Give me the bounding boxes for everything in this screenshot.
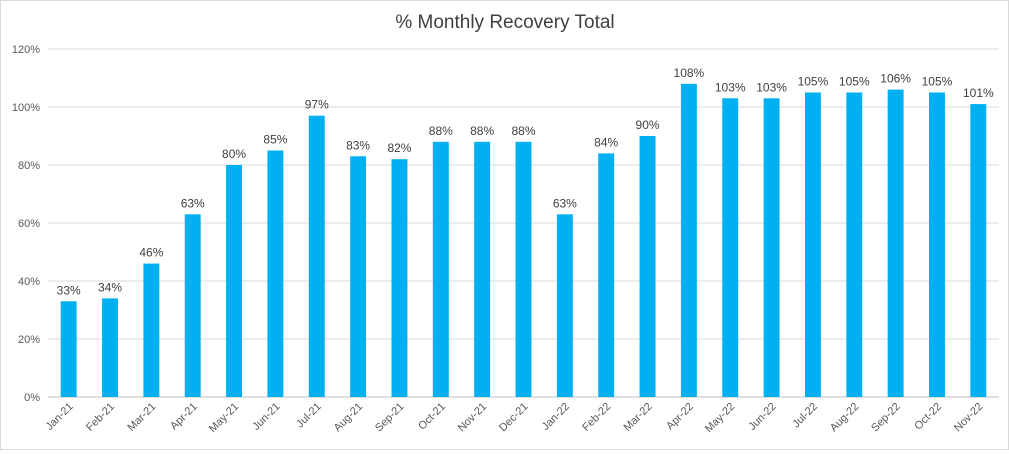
bar — [846, 92, 863, 397]
y-tick-label: 100% — [12, 102, 40, 114]
y-tick-label: 120% — [12, 44, 40, 56]
x-tick-label: Mar-21 — [125, 401, 158, 434]
x-tick-label: Mar-22 — [622, 401, 655, 434]
x-tick-label: Jul-21 — [294, 401, 324, 431]
x-tick-label: Jul-22 — [790, 401, 820, 431]
data-label: 106% — [880, 72, 911, 86]
bar — [556, 214, 573, 397]
data-label: 103% — [756, 80, 787, 94]
data-label: 33% — [57, 283, 81, 297]
bar — [60, 301, 77, 397]
x-tick-label: Jun-22 — [746, 401, 778, 433]
data-label: 88% — [470, 124, 494, 138]
bar — [598, 153, 615, 397]
data-label: 63% — [181, 196, 205, 210]
y-tick-label: 60% — [18, 218, 40, 230]
bar — [722, 98, 739, 398]
data-label: 88% — [429, 124, 453, 138]
x-tick-label: Jun-21 — [250, 401, 282, 433]
bar — [391, 159, 408, 397]
y-tick-label: 40% — [18, 276, 40, 288]
data-label: 105% — [839, 75, 870, 89]
bar — [515, 141, 532, 397]
data-label: 80% — [222, 147, 246, 161]
data-label: 88% — [511, 124, 535, 138]
y-tick-label: 80% — [18, 160, 40, 172]
bar — [350, 156, 367, 397]
x-tick-label: Aug-21 — [332, 401, 366, 435]
x-tick-label: May-21 — [207, 401, 241, 435]
y-tick-label: 0% — [24, 392, 40, 404]
bar — [474, 141, 491, 397]
x-tick-label: Nov-22 — [952, 401, 986, 435]
x-tick-label: Jan-21 — [44, 401, 76, 433]
bar — [680, 83, 697, 398]
data-label: 34% — [98, 280, 122, 294]
x-tick-label: Oct-21 — [416, 401, 448, 433]
x-tick-label: Apr-21 — [168, 401, 200, 433]
x-tick-label: Dec-21 — [497, 401, 531, 435]
x-tick-label: Oct-22 — [912, 401, 944, 433]
x-tick-label: Sep-21 — [373, 401, 407, 435]
chart-title: % Monthly Recovery Total — [395, 12, 614, 33]
data-label: 83% — [346, 138, 370, 152]
data-label: 101% — [963, 86, 994, 100]
data-label: 84% — [594, 135, 618, 149]
x-tick-label: Sep-22 — [869, 401, 903, 435]
x-tick-label: May-22 — [703, 401, 737, 435]
bar — [184, 214, 201, 397]
x-tick-label: Feb-22 — [580, 401, 613, 434]
bar — [308, 115, 325, 397]
bar — [970, 104, 987, 397]
data-label: 82% — [387, 141, 411, 155]
data-label: 105% — [922, 75, 953, 89]
bar — [143, 263, 160, 397]
bar — [763, 98, 780, 398]
data-label: 63% — [553, 196, 577, 210]
data-label: 103% — [715, 80, 746, 94]
data-label: 108% — [674, 66, 705, 80]
data-label: 105% — [798, 75, 829, 89]
bar — [804, 92, 821, 397]
x-tick-label: Aug-22 — [828, 401, 862, 435]
data-label: 85% — [263, 133, 287, 147]
bar — [226, 165, 243, 397]
bar — [267, 150, 284, 397]
y-tick-label: 20% — [18, 334, 40, 346]
x-tick-label: Feb-21 — [84, 401, 117, 434]
data-label: 97% — [305, 98, 329, 112]
bar — [929, 92, 945, 397]
data-label: 90% — [636, 118, 660, 132]
x-tick-label: Nov-21 — [456, 401, 490, 435]
bar — [102, 298, 118, 397]
bar — [639, 136, 656, 397]
data-label: 46% — [139, 246, 163, 260]
bar — [432, 141, 449, 397]
bar — [887, 89, 904, 397]
x-tick-label: Apr-22 — [664, 401, 696, 433]
x-tick-label: Jan-22 — [540, 401, 572, 433]
